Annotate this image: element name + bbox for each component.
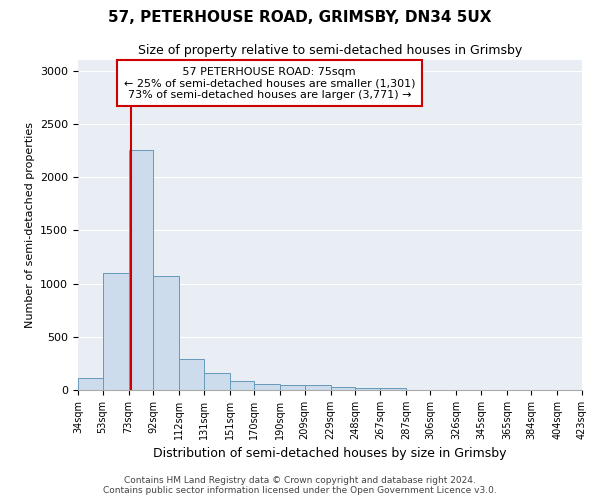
- Bar: [331, 387, 355, 390]
- Bar: [380, 388, 406, 390]
- Text: Contains HM Land Registry data © Crown copyright and database right 2024.
Contai: Contains HM Land Registry data © Crown c…: [103, 476, 497, 495]
- Bar: [179, 358, 203, 390]
- Bar: [230, 381, 254, 390]
- Bar: [254, 384, 280, 390]
- Bar: [203, 373, 230, 390]
- Y-axis label: Number of semi-detached properties: Number of semi-detached properties: [25, 122, 35, 328]
- Bar: [305, 385, 331, 390]
- Bar: [355, 388, 380, 390]
- Bar: [128, 150, 153, 390]
- Bar: [280, 384, 305, 390]
- X-axis label: Distribution of semi-detached houses by size in Grimsby: Distribution of semi-detached houses by …: [153, 448, 507, 460]
- Text: 57, PETERHOUSE ROAD, GRIMSBY, DN34 5UX: 57, PETERHOUSE ROAD, GRIMSBY, DN34 5UX: [108, 10, 492, 25]
- Bar: [103, 273, 128, 390]
- Text: 57 PETERHOUSE ROAD: 75sqm   
← 25% of semi-detached houses are smaller (1,301)
7: 57 PETERHOUSE ROAD: 75sqm ← 25% of semi-…: [124, 66, 415, 100]
- Bar: [78, 378, 103, 390]
- Title: Size of property relative to semi-detached houses in Grimsby: Size of property relative to semi-detach…: [138, 44, 522, 58]
- Bar: [153, 276, 179, 390]
